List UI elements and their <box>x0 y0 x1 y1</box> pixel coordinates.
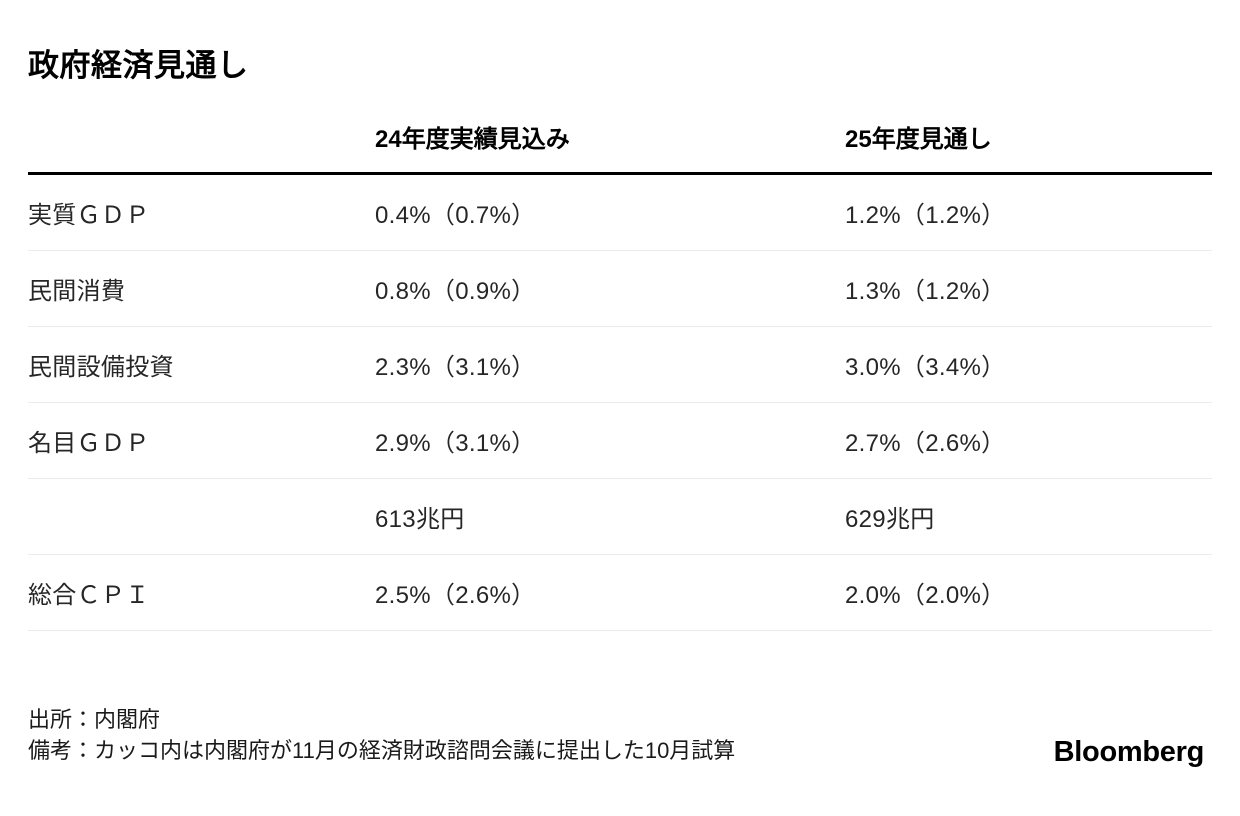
fy24-value: 2.9%（3.1%） <box>375 402 845 479</box>
fy24-value: 0.4%（0.7%） <box>375 173 845 251</box>
fy25-value: 3.0%（3.4%） <box>845 326 1212 403</box>
fy25-value: 2.0%（2.0%） <box>845 554 1212 631</box>
row-label: 民間設備投資 <box>28 326 375 403</box>
fy25-value: 1.2%（1.2%） <box>845 173 1212 251</box>
fy24-value: 0.8%（0.9%） <box>375 250 845 327</box>
fy25-value: 2.7%（2.6%） <box>845 402 1212 479</box>
table-row: 613兆円 629兆円 <box>28 478 1212 555</box>
table-row: 民間設備投資 2.3%（3.1%） 3.0%（3.4%） <box>28 326 1212 403</box>
fy25-value: 629兆円 <box>845 478 1212 555</box>
source-note: 出所：内閣府 <box>28 707 161 732</box>
fy24-value: 2.3%（3.1%） <box>375 326 845 403</box>
table-row: 総合ＣＰＩ 2.5%（2.6%） 2.0%（2.0%） <box>28 554 1212 631</box>
table-row: 実質ＧＤＰ 0.4%（0.7%） 1.2%（1.2%） <box>28 173 1212 251</box>
row-label: 総合ＣＰＩ <box>28 554 375 631</box>
header-fy25: 25年度見通し <box>845 100 1212 175</box>
row-label: 民間消費 <box>28 250 375 327</box>
header-row: 24年度実績見込み 25年度見通し <box>28 100 1212 175</box>
row-label: 名目ＧＤＰ <box>28 402 375 479</box>
fy24-value: 2.5%（2.6%） <box>375 554 845 631</box>
chart-title: 政府経済見通し <box>28 48 249 83</box>
footer: 出所：内閣府 備考：カッコ内は内閣府が11月の経済財政諮問会議に提出した10月試… <box>28 704 735 766</box>
row-label <box>28 478 375 555</box>
header-fy24: 24年度実績見込み <box>375 100 845 175</box>
header-row-label-column <box>28 100 375 175</box>
table-row: 名目ＧＤＰ 2.9%（3.1%） 2.7%（2.6%） <box>28 402 1212 479</box>
forecast-table: 24年度実績見込み 25年度見通し 実質ＧＤＰ 0.4%（0.7%） 1.2%（1.… <box>28 100 1212 631</box>
table-row: 民間消費 0.8%（0.9%） 1.3%（1.2%） <box>28 250 1212 327</box>
bloomberg-logo: Bloomberg <box>1053 736 1205 768</box>
remark-note: 備考：カッコ内は内閣府が11月の経済財政諮問会議に提出した10月試算 <box>28 738 736 763</box>
fy24-value: 613兆円 <box>375 478 845 555</box>
fy25-value: 1.3%（1.2%） <box>845 250 1212 327</box>
row-label: 実質ＧＤＰ <box>28 173 375 251</box>
